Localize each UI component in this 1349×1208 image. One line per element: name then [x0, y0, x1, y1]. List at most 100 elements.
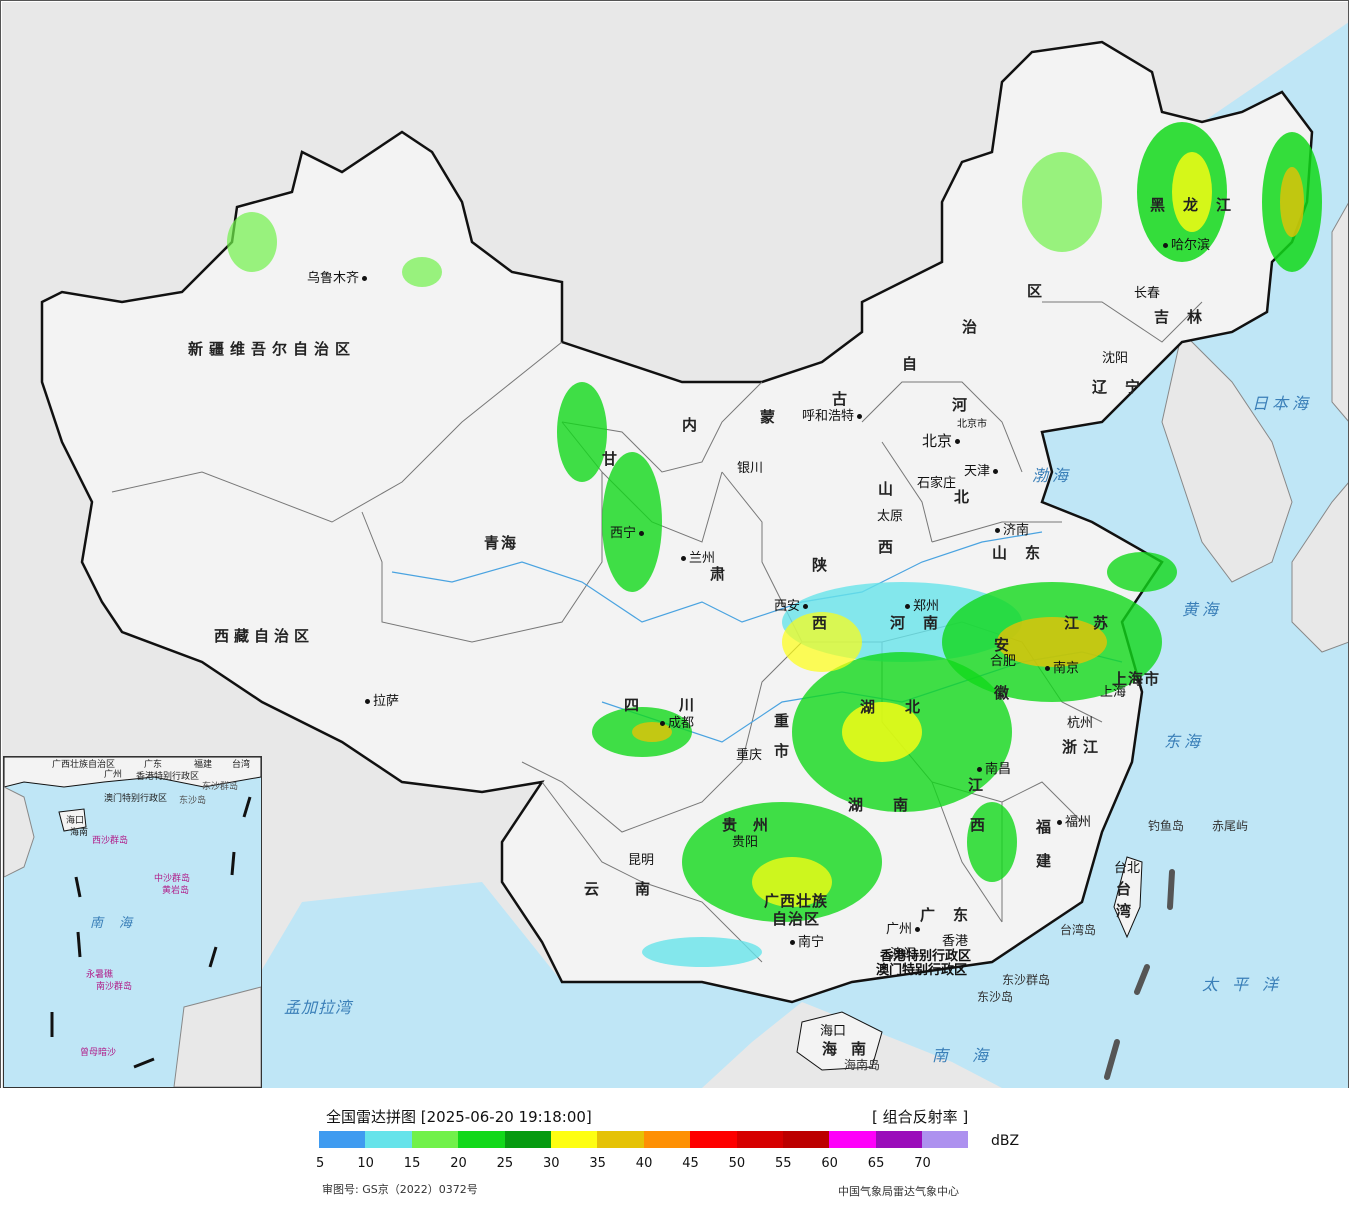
city-chongqing: 重庆	[736, 749, 762, 762]
legend-agency: 中国气象局雷达气象中心	[838, 1185, 959, 1198]
city-label: 贵阳	[732, 835, 759, 850]
city-changchun: 长春	[1134, 287, 1160, 300]
legend-tick-label: 30	[543, 1156, 560, 1171]
province-tibet: 西藏自治区	[214, 627, 315, 645]
city-label: 福州	[1065, 815, 1092, 830]
city-xian: 西安	[774, 600, 811, 613]
province-jiangxi-2: 西	[970, 816, 988, 834]
city-hangzhou: 杭州	[1067, 717, 1093, 730]
province-taiwan-2: 湾	[1116, 902, 1134, 920]
city-dot-icon	[362, 276, 368, 281]
city-dot-icon	[905, 604, 910, 609]
city-nanchang: 南昌	[974, 763, 1011, 776]
radar-echoes	[227, 122, 1322, 967]
city-zhengzhou: 郑州	[902, 600, 939, 613]
legend-tick-label: 70	[914, 1156, 931, 1171]
inset-taiwan: 台湾	[232, 760, 251, 770]
japan-north	[1331, 202, 1348, 422]
province-nmg-5: 治	[962, 318, 980, 336]
island-dongsha: 东沙岛	[977, 990, 1014, 1004]
city-dot-icon	[1057, 820, 1062, 825]
capital-icon	[955, 439, 961, 444]
city-label: 石家庄	[917, 476, 957, 491]
city-label: 西宁	[610, 526, 637, 541]
province-zhejiang: 浙江	[1062, 738, 1105, 756]
inset-zengmu: 曾母暗沙	[80, 1048, 117, 1058]
city-label: 澳门	[890, 947, 917, 962]
city-hefei: 合肥	[990, 655, 1016, 668]
province-gansu-2: 肃	[710, 565, 728, 583]
province-nmg-6: 区	[1027, 282, 1045, 300]
inset-dongsha-group: 东沙群岛	[202, 782, 239, 792]
province-hebei-1: 河	[952, 396, 970, 414]
city-dot-icon	[995, 528, 1000, 533]
city-dot-icon	[1163, 243, 1168, 248]
city-dot-icon	[977, 767, 982, 772]
province-shanxi-2: 西	[878, 538, 896, 556]
inset-zhongsha: 中沙群岛	[154, 874, 191, 884]
city-hongkong: 香港	[942, 935, 968, 948]
province-hebei-2: 北	[954, 488, 972, 506]
city-label: 沈阳	[1102, 351, 1129, 366]
south-china-sea-inset: 广西壮族自治区 广东 福建 台湾 广州 香港特别行政区 澳门特别行政区 东沙群岛…	[3, 756, 262, 1088]
city-nanjing: 南京	[1042, 662, 1079, 675]
city-fuzhou: 福州	[1054, 816, 1091, 829]
city-yinchuan: 银川	[737, 462, 763, 475]
inset-guangxi: 广西壮族自治区	[52, 760, 116, 770]
province-guizhou: 贵州	[722, 816, 785, 834]
city-label: 银川	[737, 461, 764, 476]
province-sichuan: 四川	[624, 696, 735, 714]
legend-swatch	[411, 1131, 459, 1148]
city-shanghai: 上海	[1100, 686, 1126, 699]
city-dot-icon	[993, 469, 999, 474]
city-label: 济南	[1003, 523, 1030, 538]
inset-south-sea: 南海	[90, 916, 149, 931]
inset-huangyan: 黄岩岛	[162, 886, 190, 896]
beijing-municipality-label: 北京市	[957, 420, 987, 430]
japan-islands	[1291, 482, 1348, 653]
province-heilongjiang: 黑龙江	[1150, 196, 1250, 214]
city-label: 广州	[886, 922, 913, 937]
city-hohhot: 呼和浩特	[802, 410, 865, 423]
city-guiyang: 贵阳	[732, 836, 758, 849]
city-urumqi: 乌鲁木齐	[307, 272, 370, 285]
city-dot-icon	[639, 531, 645, 536]
city-label: 重庆	[736, 748, 763, 763]
city-shenyang: 沈阳	[1102, 352, 1128, 365]
legend-product-name: [ 组合反射率 ]	[872, 1108, 969, 1126]
taiwan-island	[1113, 856, 1143, 939]
province-guangxi-2: 自治区	[772, 910, 821, 928]
map-canvas	[40, 22, 1348, 1088]
island-chiwei: 赤尾屿	[1212, 819, 1249, 833]
city-guangzhou: 广州	[886, 923, 923, 936]
province-nmg-3: 古	[832, 390, 850, 408]
city-label: 北京市	[957, 419, 987, 430]
city-dot-icon	[365, 699, 370, 704]
province-yunnan: 云南	[584, 880, 687, 898]
legend-review-number: 审图号: GS京（2022）0372号	[322, 1183, 478, 1196]
city-label: 杭州	[1067, 716, 1094, 731]
city-taiyuan: 太原	[877, 510, 903, 523]
city-label: 哈尔滨	[1171, 238, 1211, 253]
city-dot-icon	[681, 556, 686, 561]
legend-swatch	[319, 1131, 366, 1148]
hk-sar-label: 香港特别行政区	[880, 949, 972, 964]
province-jilin: 吉林	[1154, 308, 1221, 326]
sea-south-china: 南海	[932, 1046, 1013, 1065]
island-dongsha-group: 东沙群岛	[1002, 973, 1051, 987]
legend-tick-label: 60	[821, 1156, 838, 1171]
inset-guangdong: 广东	[144, 760, 163, 770]
legend-swatch	[875, 1131, 923, 1148]
city-label: 昆明	[628, 853, 655, 868]
province-shanxi-1: 山	[878, 480, 896, 498]
province-hunan: 湖南	[848, 796, 939, 814]
city-label: 乌鲁木齐	[307, 271, 360, 286]
province-shaanxi-2: 西	[812, 614, 830, 632]
legend-swatch	[829, 1131, 876, 1148]
city-jinan: 济南	[992, 524, 1029, 537]
legend-swatch	[690, 1131, 737, 1148]
province-guangxi-1: 广西壮族	[764, 892, 829, 910]
province-jiangsu: 江苏	[1064, 614, 1123, 632]
maritime-boundary-segments	[1104, 869, 1175, 1080]
